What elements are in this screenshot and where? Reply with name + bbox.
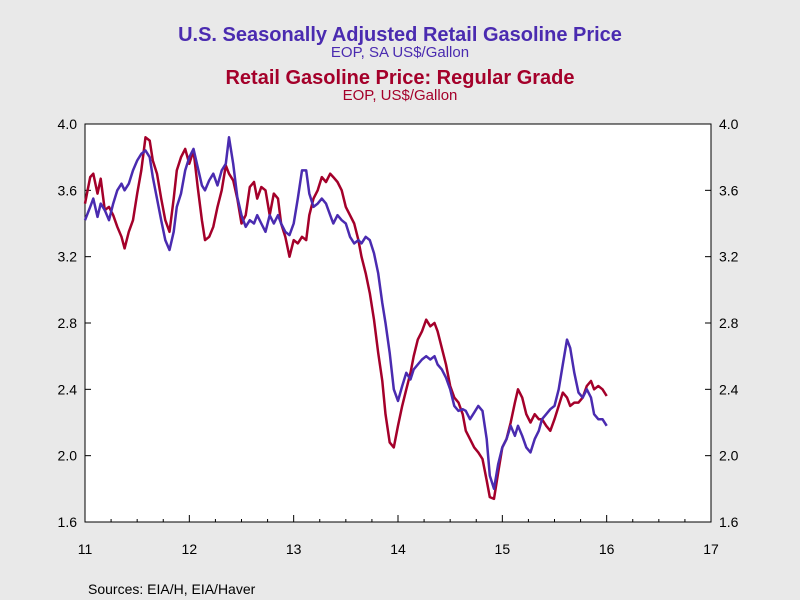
y-tick-label-right: 3.2 xyxy=(719,249,739,265)
y-tick-label-right: 2.8 xyxy=(719,315,739,331)
plot-area xyxy=(84,123,712,523)
y-tick-label-right: 2.0 xyxy=(719,448,739,464)
x-tick-label: 17 xyxy=(703,541,719,557)
y-axis-left: 4.0 3.6 3.2 2.8 2.4 2.0 1.6 xyxy=(58,116,91,530)
x-axis: 11 12 13 14 15 16 17 xyxy=(78,515,719,557)
x-tick-label: 12 xyxy=(182,541,198,557)
x-tick-label: 14 xyxy=(390,541,406,557)
y-tick-label-left: 2.4 xyxy=(58,381,78,397)
series-group xyxy=(83,136,608,501)
y-tick-label-left: 1.6 xyxy=(58,514,78,530)
series-line-regular-grade xyxy=(83,136,608,501)
y-tick-label-right: 2.4 xyxy=(719,381,739,397)
y-tick-label-left: 3.2 xyxy=(58,249,78,265)
y-tick-label-left: 2.8 xyxy=(58,315,78,331)
x-tick-label: 13 xyxy=(286,541,302,557)
y-tick-label-left: 4.0 xyxy=(58,116,78,132)
y-axis-right: 4.0 3.6 3.2 2.8 2.4 2.0 1.6 xyxy=(705,116,739,530)
chart-title-2: Retail Gasoline Price: Regular Grade xyxy=(225,67,574,89)
x-tick-label: 11 xyxy=(78,541,93,557)
y-tick-label-left: 2.0 xyxy=(58,448,78,464)
source-note: Sources: EIA/H, EIA/Haver xyxy=(88,581,256,597)
chart-subtitle-2: EOP, US$/Gallon xyxy=(343,87,458,104)
series-line-sa-gasoline xyxy=(83,136,608,491)
x-tick-label: 15 xyxy=(495,541,511,557)
y-tick-label-right: 1.6 xyxy=(719,514,739,530)
y-tick-label-left: 3.6 xyxy=(58,182,78,198)
y-tick-label-right: 3.6 xyxy=(719,182,739,198)
y-tick-label-right: 4.0 xyxy=(719,116,739,132)
chart-title-1: U.S. Seasonally Adjusted Retail Gasoline… xyxy=(178,24,622,46)
x-tick-label: 16 xyxy=(599,541,615,557)
chart-subtitle-1: EOP, SA US$/Gallon xyxy=(331,44,469,61)
